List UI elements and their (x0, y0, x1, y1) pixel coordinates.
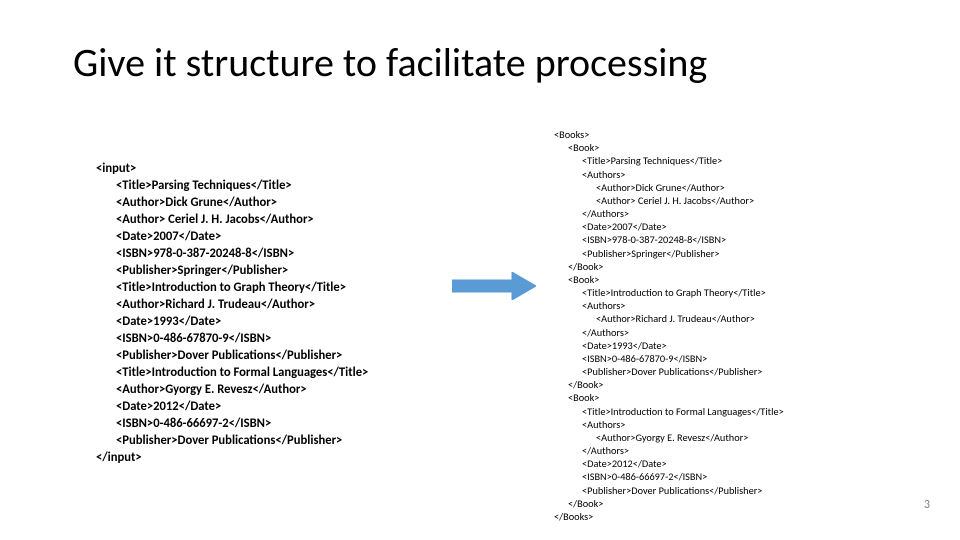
xml-line: <ISBN>0-486-67870-9</ISBN> (96, 330, 426, 347)
xml-line: <Publisher>Dover Publications</Publisher… (554, 484, 884, 497)
xml-line: <Authors> (554, 299, 884, 312)
xml-line: </input> (96, 449, 426, 466)
xml-line: <ISBN>978-0-387-20248-8</ISBN> (96, 245, 426, 262)
xml-line: <Books> (554, 128, 884, 141)
xml-line: <Author>Richard J. Trudeau</Author> (554, 312, 884, 325)
xml-line: </Book> (554, 497, 884, 510)
xml-line: <Date>1993</Date> (554, 339, 884, 352)
xml-line: <Author>Gyorgy E. Revesz</Author> (96, 381, 426, 398)
xml-line: </Book> (554, 260, 884, 273)
xml-line: <Author>Richard J. Trudeau</Author> (96, 296, 426, 313)
xml-line: <Book> (554, 391, 884, 404)
output-xml-block: <Books><Book><Title>Parsing Techniques</… (554, 128, 884, 523)
xml-line: <Book> (554, 273, 884, 286)
xml-line: </Authors> (554, 207, 884, 220)
xml-line: <Date>2012</Date> (96, 398, 426, 415)
xml-line: </Authors> (554, 444, 884, 457)
xml-line: <ISBN>0-486-66697-2</ISBN> (96, 415, 426, 432)
xml-line: <Author> Ceriel J. H. Jacobs</Author> (96, 211, 426, 228)
xml-line: <Date>2007</Date> (554, 220, 884, 233)
xml-line: <Publisher>Dover Publications</Publisher… (96, 347, 426, 364)
xml-line: <Author>Gyorgy E. Revesz</Author> (554, 431, 884, 444)
xml-line: <Title>Parsing Techniques</Title> (96, 177, 426, 194)
xml-line: <Author>Dick Grune</Author> (96, 194, 426, 211)
xml-line: <Authors> (554, 418, 884, 431)
slide-title: Give it structure to facilitate processi… (73, 38, 707, 87)
xml-line: <ISBN>978-0-387-20248-8</ISBN> (554, 233, 884, 246)
input-xml-block: <input><Title>Parsing Techniques</Title>… (96, 160, 426, 466)
xml-line: <ISBN>0-486-66697-2</ISBN> (554, 470, 884, 483)
xml-line: <Author>Dick Grune</Author> (554, 181, 884, 194)
xml-line: </Book> (554, 378, 884, 391)
xml-line: <Date>2012</Date> (554, 457, 884, 470)
page-number: 3 (924, 498, 930, 512)
xml-line: <Title>Parsing Techniques</Title> (554, 154, 884, 167)
xml-line: <Publisher>Springer</Publisher> (96, 262, 426, 279)
xml-line: <Author> Ceriel J. H. Jacobs</Author> (554, 194, 884, 207)
xml-line: <Date>2007</Date> (96, 228, 426, 245)
xml-line: </Authors> (554, 326, 884, 339)
xml-line: <ISBN>0-486-67870-9</ISBN> (554, 352, 884, 365)
xml-line: <Authors> (554, 168, 884, 181)
xml-line: <input> (96, 160, 426, 177)
xml-line: <Title>Introduction to Formal Languages<… (554, 405, 884, 418)
xml-line: <Publisher>Dover Publications</Publisher… (96, 432, 426, 449)
xml-line: </Books> (554, 510, 884, 523)
xml-line: <Title>Introduction to Formal Languages<… (96, 364, 426, 381)
xml-line: <Publisher>Dover Publications</Publisher… (554, 365, 884, 378)
xml-line: <Publisher>Springer</Publisher> (554, 247, 884, 260)
xml-line: <Title>Introduction to Graph Theory</Tit… (554, 286, 884, 299)
xml-line: <Title>Introduction to Graph Theory</Tit… (96, 279, 426, 296)
xml-line: <Date>1993</Date> (96, 313, 426, 330)
arrow-icon (452, 272, 536, 300)
xml-line: <Book> (554, 141, 884, 154)
